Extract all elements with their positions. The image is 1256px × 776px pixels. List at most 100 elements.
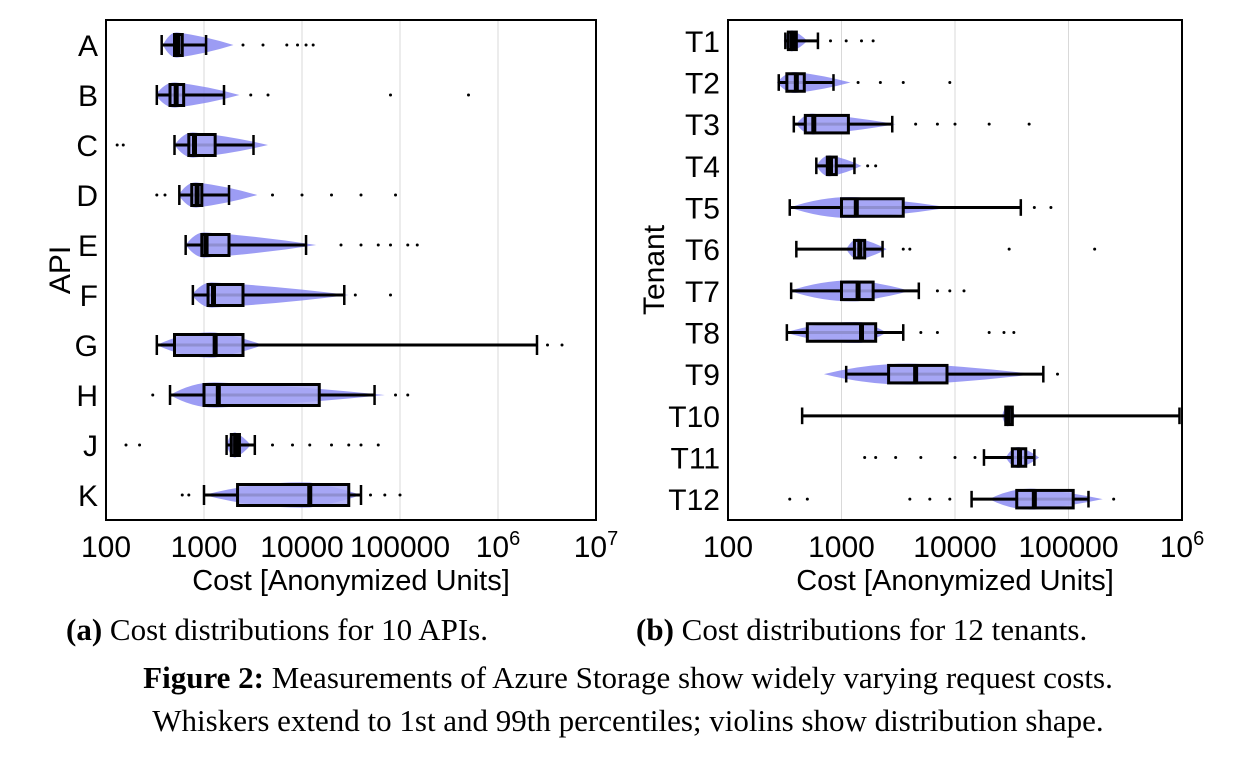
outlier-point [874, 164, 878, 168]
outlier-point [270, 443, 274, 447]
outlier-point [953, 122, 957, 126]
outlier-point [1002, 331, 1006, 334]
outlier-point [901, 81, 905, 84]
outlier-point [241, 43, 245, 47]
outlier-point [389, 93, 393, 97]
plot-frame [105, 19, 597, 521]
y-axis-label: Tenant [638, 224, 671, 315]
outlier-point [962, 289, 966, 293]
outlier-point [901, 247, 905, 251]
category-label-T11: T11 [671, 443, 720, 476]
figure-caption-tag: Figure 2: [143, 660, 264, 695]
category-label-G: G [75, 330, 98, 363]
outlier-point [1049, 206, 1053, 209]
subcaption-a: (a) Cost distributions for 10 APIs. [66, 612, 488, 648]
outlier-point [935, 122, 939, 126]
category-label-C: C [76, 130, 98, 163]
outlier-point [383, 493, 387, 497]
category-label-T3: T3 [685, 109, 720, 142]
x-axis-label: Cost [Anonymized Units] [192, 565, 510, 597]
category-label-T8: T8 [685, 318, 720, 351]
outlier-point [560, 343, 564, 347]
category-label-T2: T2 [685, 68, 720, 101]
outlier-point [987, 331, 991, 334]
outlier-point [935, 331, 939, 334]
outlier-point [973, 456, 977, 459]
box-H [202, 383, 321, 407]
outlier-point [308, 443, 312, 447]
outlier-point [359, 193, 363, 197]
outlier-point [928, 497, 932, 501]
outlier-point [180, 493, 184, 497]
box-T12 [1015, 488, 1075, 510]
outlier-point [266, 93, 270, 97]
category-label-T7: T7 [685, 276, 720, 309]
outlier-point [415, 243, 419, 247]
outlier-point [919, 456, 923, 459]
outlier-point [389, 243, 393, 247]
outlier-point [389, 293, 393, 297]
outlier-point [856, 81, 860, 84]
outlier-point [121, 143, 125, 147]
outlier-point [330, 443, 334, 447]
outlier-point [270, 193, 274, 197]
figure-caption-line-1: Figure 2: Measurements of Azure Storage … [0, 660, 1256, 696]
x-tick-label: 100 [703, 531, 753, 564]
outlier-point [935, 289, 939, 293]
outlier-point [187, 493, 191, 497]
outlier-point [953, 456, 957, 459]
outlier-point [359, 443, 363, 447]
outlier-point [1112, 497, 1116, 501]
outlier-point [359, 243, 363, 247]
outlier-point [919, 331, 923, 334]
category-label-T4: T4 [685, 151, 720, 184]
outlier-point [353, 293, 357, 297]
outlier-point [829, 39, 833, 43]
outlier-point [124, 443, 128, 447]
outlier-point [339, 243, 343, 247]
outlier-point [1056, 372, 1060, 376]
figure-caption-line-2: Whiskers extend to 1st and 99th percenti… [152, 703, 1104, 738]
outlier-point [249, 93, 253, 97]
outlier-point [948, 289, 952, 293]
category-label-B: B [78, 80, 98, 113]
y-axis-label: API [44, 246, 77, 294]
outlier-point [1032, 206, 1036, 209]
x-tick-label: 100000 [350, 531, 450, 564]
outlier-point [987, 122, 991, 126]
outlier-point [330, 193, 334, 197]
x-tick-label: 10000 [913, 531, 996, 564]
category-label-J: J [83, 430, 98, 463]
outlier-point [914, 122, 918, 126]
outlier-point [291, 443, 295, 447]
outlier-point [844, 39, 848, 43]
outlier-point [871, 39, 875, 43]
outlier-point [406, 243, 410, 247]
outlier-point [300, 193, 304, 197]
x-tick-label: 1000 [171, 531, 238, 564]
subcaption-a-text: Cost distributions for 10 APIs. [102, 612, 488, 647]
x-tick-label: 1000 [808, 531, 875, 564]
subcaption-b: (b) Cost distributions for 12 tenants. [636, 612, 1087, 648]
figure-caption-text-1: Measurements of Azure Storage show widel… [263, 660, 1113, 695]
outlier-point [546, 343, 550, 347]
outlier-point [1007, 247, 1011, 251]
outlier-point [908, 497, 912, 501]
box-F [206, 283, 245, 307]
x-tick-label: 100 [81, 531, 131, 564]
outlier-point [115, 143, 119, 147]
outlier-point [1012, 331, 1016, 334]
category-label-K: K [78, 480, 98, 513]
outlier-point [948, 497, 952, 501]
subcaption-b-tag: (b) [636, 612, 674, 647]
box-T8 [805, 322, 878, 343]
outlier-point [863, 456, 867, 459]
outlier-point [398, 493, 402, 497]
x-tick-label: 106 [476, 528, 521, 564]
x-tick-label: 10000 [260, 531, 343, 564]
outlier-point [347, 443, 351, 447]
outlier-point [394, 393, 398, 397]
category-label-H: H [76, 380, 98, 413]
